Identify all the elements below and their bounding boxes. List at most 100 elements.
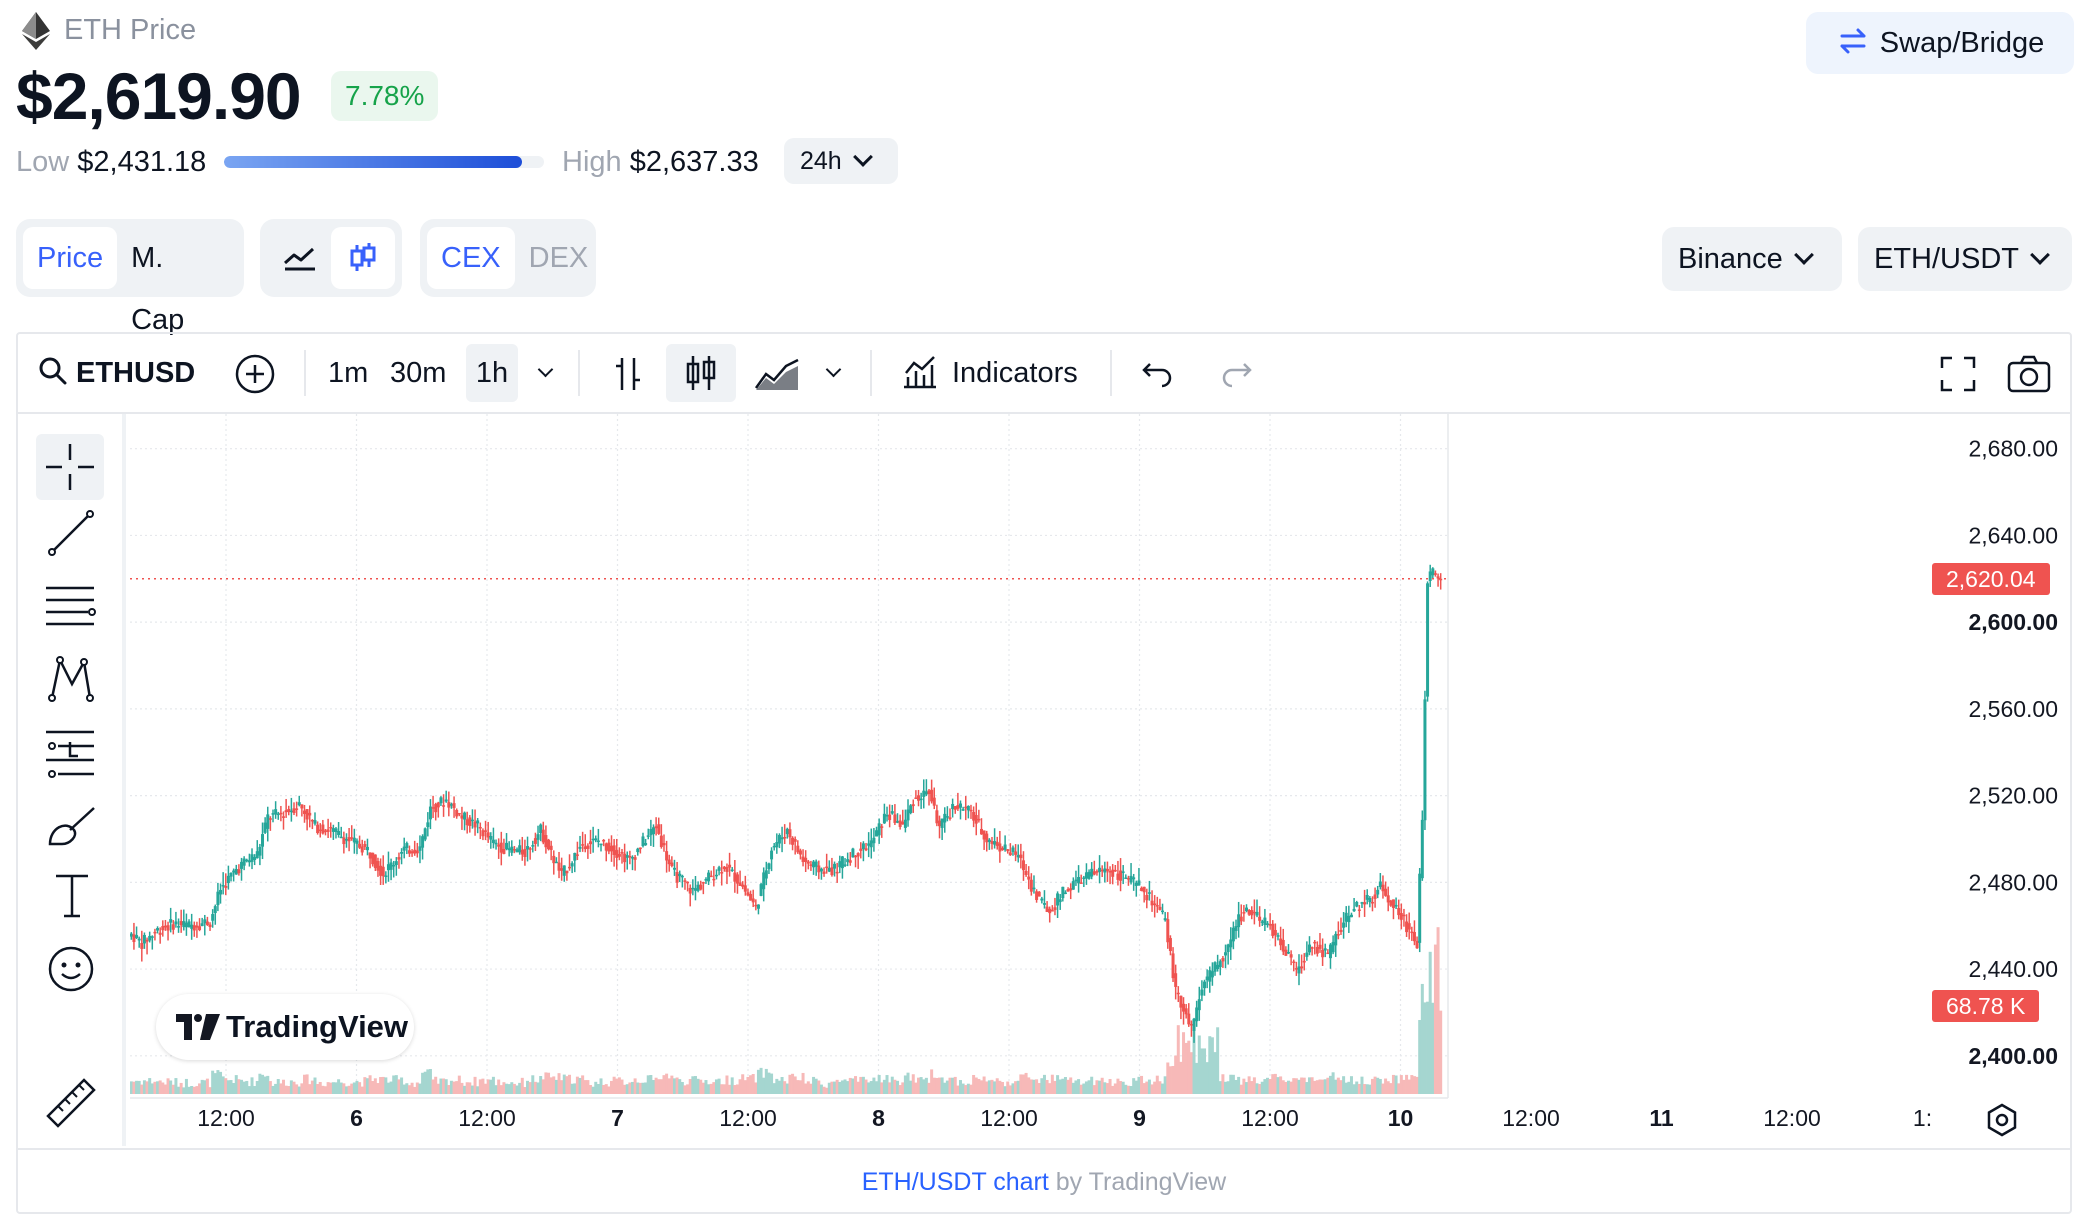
trend-line-icon[interactable] (46, 508, 96, 558)
candles-style-button[interactable] (666, 344, 736, 402)
undo-icon[interactable] (1140, 356, 1176, 390)
volume-bar (638, 1082, 642, 1094)
volume-bar (693, 1076, 697, 1094)
volume-bar (1415, 1076, 1419, 1094)
symbol-search[interactable]: ETHUSD (36, 334, 195, 412)
crosshair-icon (46, 444, 94, 490)
candlestick-chart-button[interactable] (331, 227, 395, 289)
volume-bar (140, 1084, 144, 1094)
chart-type-dropdown[interactable] (822, 334, 842, 412)
volume-bar (205, 1078, 209, 1094)
fib-icon[interactable] (44, 728, 98, 778)
volume-bar (1315, 1080, 1319, 1094)
volume-bar (1027, 1077, 1031, 1094)
volume-bar (1294, 1078, 1298, 1094)
volume-bar (1323, 1079, 1327, 1094)
volume-bar (373, 1078, 377, 1094)
volume-bar (166, 1078, 170, 1094)
candle-body (552, 855, 556, 864)
tab-market-cap[interactable]: M. Cap (131, 242, 185, 336)
volume-bar (1179, 1061, 1183, 1094)
volume-bar (457, 1075, 461, 1094)
volume-bar (365, 1078, 369, 1094)
volume-bar (1263, 1079, 1267, 1094)
volume-bar (909, 1080, 913, 1094)
exchange-select[interactable]: Binance (1662, 227, 1842, 291)
volume-bar (570, 1083, 574, 1094)
horizontal-lines-icon[interactable] (44, 584, 98, 628)
volume-bar (1302, 1077, 1306, 1094)
candle-body (977, 818, 981, 821)
volume-bar (717, 1078, 721, 1094)
compare-add-icon[interactable] (234, 353, 276, 395)
volume-bar (1407, 1079, 1411, 1094)
candle-body (179, 921, 183, 926)
crosshair-tool[interactable] (36, 434, 104, 500)
candle-body (830, 867, 834, 876)
candle-body (893, 814, 897, 823)
area-chart-icon[interactable] (752, 354, 802, 394)
candle-body (722, 866, 726, 870)
volume-bar (911, 1074, 915, 1094)
redo-icon[interactable] (1218, 356, 1254, 390)
indicators-button[interactable]: Indicators (900, 334, 1078, 412)
candle-body (140, 942, 144, 949)
volume-bar (966, 1083, 970, 1094)
volume-bar (704, 1080, 708, 1094)
volume-bar (859, 1076, 863, 1094)
candle-body (644, 843, 648, 846)
volume-bar (573, 1083, 577, 1094)
period-select[interactable]: 24h (784, 138, 898, 184)
camera-icon[interactable] (2006, 354, 2052, 394)
attribution-link[interactable]: ETH/USDT chart (861, 1168, 1049, 1196)
tab-dex[interactable]: DEX (528, 242, 589, 274)
candle-body (502, 849, 506, 854)
bar-style-icon[interactable] (608, 354, 648, 394)
candle-body (476, 820, 480, 824)
tradingview-logo[interactable]: TradingView (156, 994, 414, 1060)
ruler-icon[interactable] (44, 1076, 98, 1130)
candle-body (819, 868, 823, 872)
volume-bar (720, 1084, 724, 1094)
pair-select[interactable]: ETH/USDT (1858, 227, 2072, 291)
attribution-by: by TradingView (1055, 1168, 1227, 1196)
volume-bar (1218, 1081, 1222, 1094)
volume-bar (132, 1081, 136, 1094)
swap-bridge-button[interactable]: Swap/Bridge (1806, 12, 2074, 74)
candle-body (725, 867, 729, 872)
pattern-icon[interactable] (46, 654, 96, 704)
volume-bar (1077, 1079, 1081, 1094)
candle-body (861, 843, 865, 850)
volume-bar (300, 1083, 304, 1094)
text-icon[interactable] (50, 870, 94, 920)
chart-settings-icon[interactable] (1984, 1102, 2020, 1138)
last-price-tag: 2,620.04 (1932, 562, 2050, 595)
line-chart-button[interactable] (267, 227, 331, 289)
volume-bar (344, 1086, 348, 1094)
candle-body (638, 847, 642, 850)
fullscreen-icon[interactable] (1938, 354, 1978, 394)
candle-body (455, 809, 459, 817)
volume-bar (407, 1085, 411, 1094)
tab-price[interactable]: Price (23, 227, 118, 289)
volume-bar (785, 1083, 789, 1094)
volume-bar (699, 1079, 703, 1094)
interval-1m[interactable]: 1m (328, 357, 369, 389)
volume-bar (158, 1080, 162, 1094)
brush-icon[interactable] (46, 800, 100, 850)
tab-cex[interactable]: CEX (427, 227, 515, 289)
price-chart[interactable]: 2,680.00 2,640.00 2,600.00 2,560.00 2,520.00… (130, 414, 2070, 1146)
volume-bar (1166, 1062, 1170, 1094)
volume-bar (1292, 1078, 1296, 1094)
volume-bar (1137, 1076, 1141, 1094)
candle-body (964, 806, 968, 809)
volume-bar (350, 1083, 354, 1094)
volume-bar (1224, 1081, 1228, 1094)
volume-bar (1090, 1076, 1094, 1094)
candle-body (1305, 952, 1309, 957)
emoji-icon[interactable] (46, 944, 96, 994)
volume-tag: 68.78 K (1932, 990, 2040, 1022)
interval-1h[interactable]: 1h (466, 344, 518, 402)
interval-dropdown[interactable] (534, 334, 554, 412)
interval-30m[interactable]: 30m (390, 357, 447, 389)
